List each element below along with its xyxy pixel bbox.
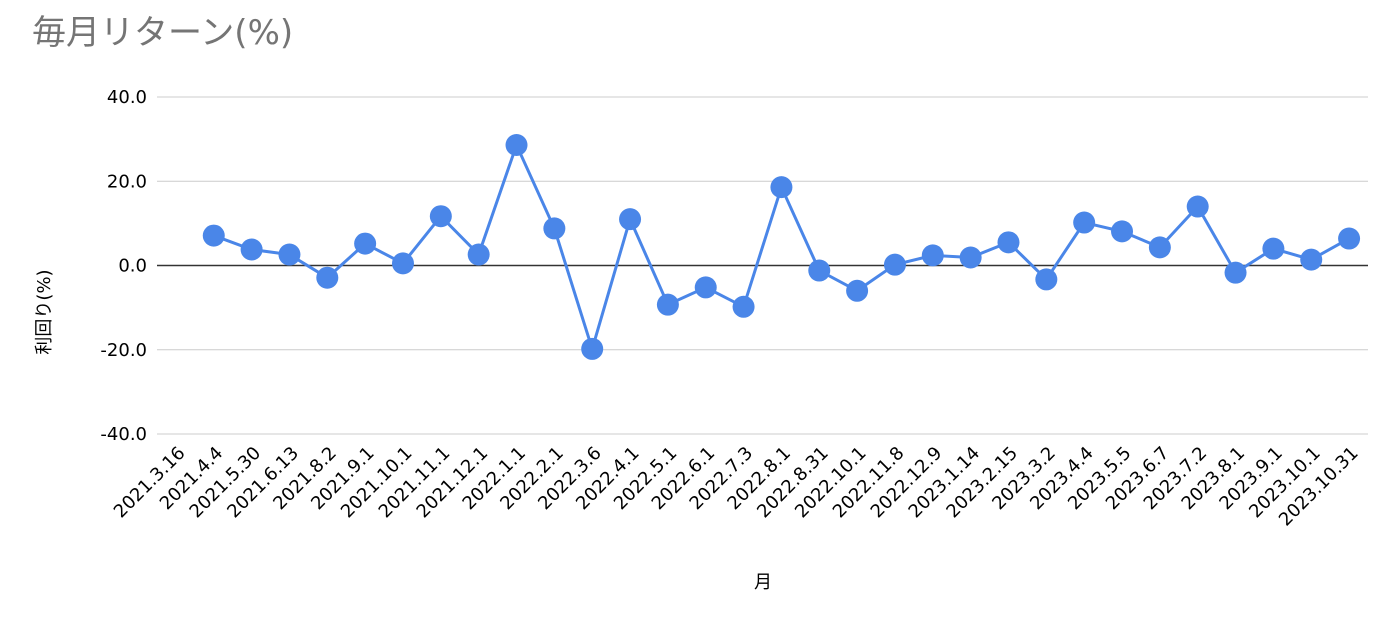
y-tick-label: -20.0 [100, 340, 147, 361]
point [543, 217, 566, 240]
point [1262, 237, 1285, 260]
point [1148, 236, 1171, 259]
point [921, 244, 944, 267]
point [1035, 268, 1058, 291]
point [1300, 248, 1323, 271]
y-tick-label: -40.0 [100, 424, 147, 445]
line [213, 140, 1350, 355]
point [619, 208, 642, 231]
y-axis-label: 利回り(%) [34, 269, 55, 354]
x-axis-label: 月 [754, 572, 772, 593]
point [770, 176, 793, 199]
y-tick-label: 0.0 [118, 256, 147, 277]
point [1073, 211, 1096, 234]
y-tick-label: 40.0 [107, 87, 147, 108]
point [732, 295, 755, 318]
point [694, 276, 717, 299]
point [1338, 227, 1361, 250]
chart-title: 毎月リターン(%) [32, 13, 293, 53]
point [202, 224, 225, 247]
y-tick-label: 20.0 [107, 171, 147, 192]
point [1111, 220, 1134, 243]
point [391, 252, 414, 275]
point [959, 246, 982, 269]
point [883, 253, 906, 276]
point [354, 232, 377, 255]
point [1186, 195, 1209, 218]
point [997, 231, 1020, 254]
point [316, 266, 339, 289]
point [505, 134, 528, 157]
point [808, 259, 831, 282]
point [240, 238, 263, 261]
point [467, 243, 490, 266]
point [429, 205, 452, 228]
point [581, 337, 604, 360]
point [846, 279, 869, 302]
point [278, 243, 301, 266]
point [656, 293, 679, 316]
point [1224, 261, 1247, 284]
